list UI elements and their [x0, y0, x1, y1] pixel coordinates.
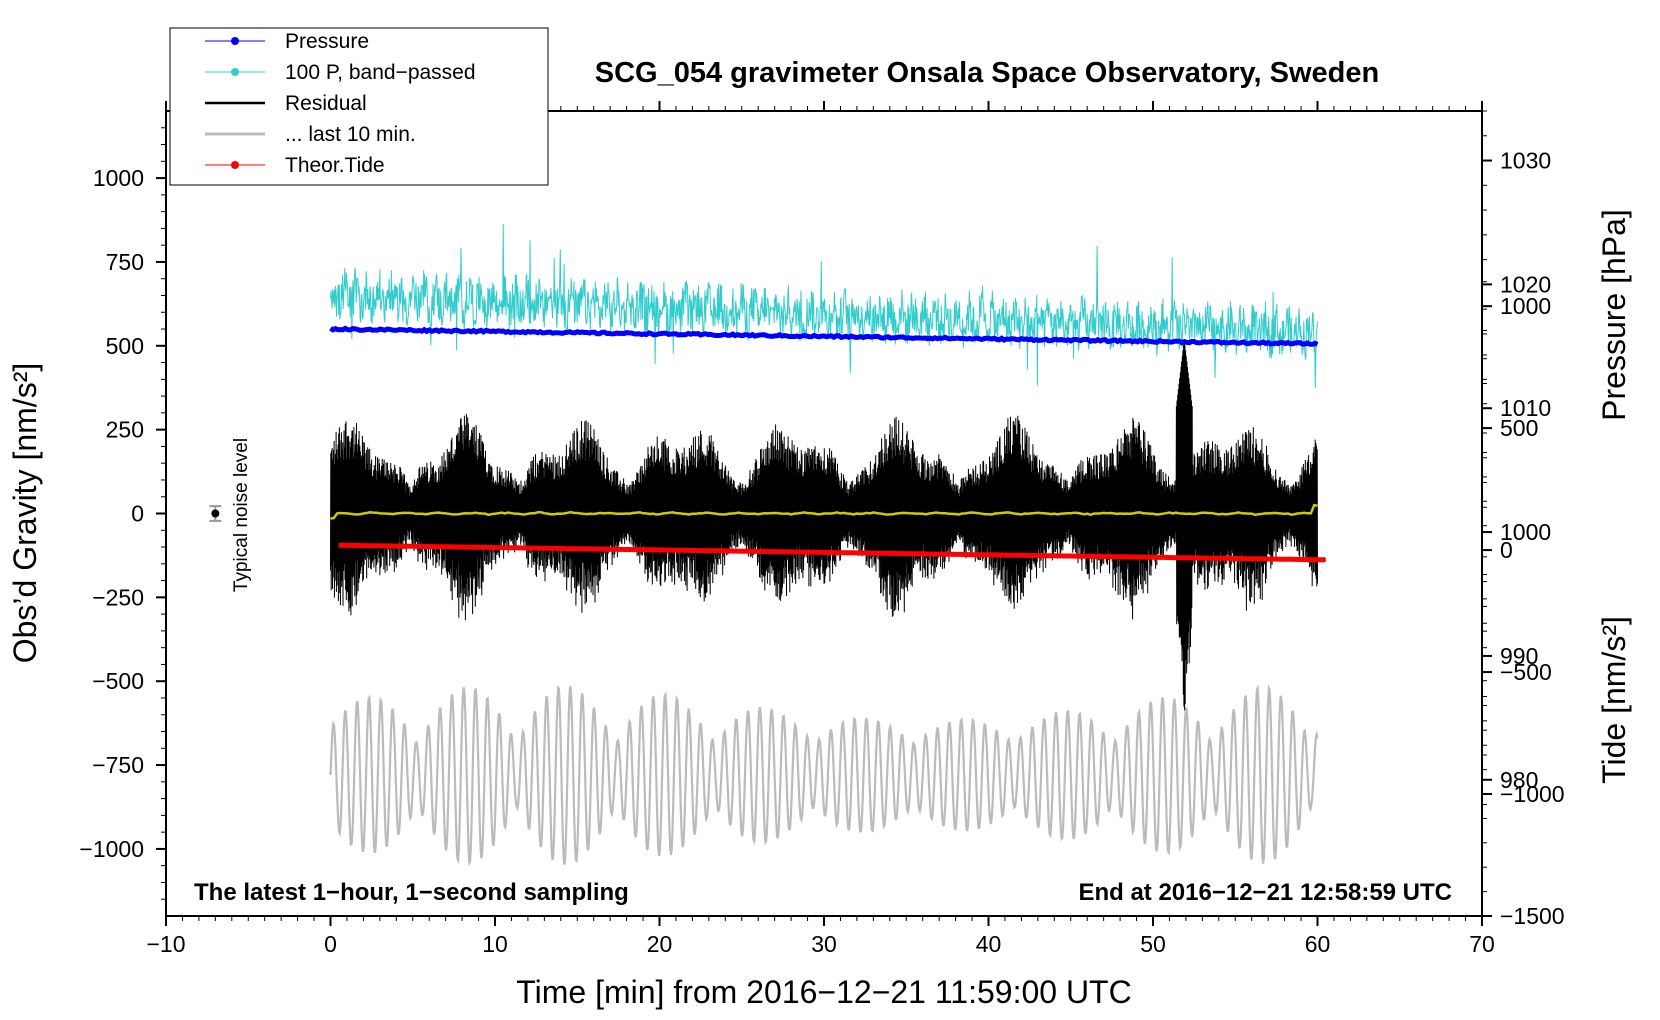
y-left-tick-label: 250 — [106, 417, 144, 443]
legend-swatch-dot — [231, 68, 239, 76]
legend-swatch-dot — [231, 37, 239, 45]
data-layer — [329, 223, 1326, 867]
series-pressure-line — [329, 325, 1319, 347]
series-residual-line — [330, 339, 1318, 711]
tide-tick-label: 500 — [1500, 415, 1538, 441]
y-left-tick-label: 750 — [106, 249, 144, 275]
noise-level-indicator: Typical noise level — [209, 438, 252, 592]
legend-entry: Residual — [205, 92, 367, 115]
tide-tick-label: 0 — [1500, 537, 1513, 563]
legend-label: Theor.Tide — [285, 154, 385, 177]
legend-swatch-dot — [231, 161, 239, 169]
series-last-10-min-line — [329, 684, 1319, 867]
series-band-passed-pressure-line — [330, 223, 1318, 389]
x-tick-label: 50 — [1140, 931, 1166, 957]
x-tick-label: 40 — [976, 931, 1002, 957]
y-left-tick-label: −250 — [92, 584, 144, 610]
y-left-tick-label: 0 — [131, 501, 144, 527]
legend-entry: 100 P, band−passed — [205, 61, 476, 84]
noise-level-point — [211, 509, 220, 518]
tide-tick-label: −500 — [1500, 659, 1552, 685]
y-left-tick-label: 1000 — [93, 165, 144, 191]
pressure-tick-label: 990 — [1500, 643, 1538, 669]
y-left-tick-label: 500 — [106, 333, 144, 359]
legend-entry: Pressure — [205, 30, 369, 53]
series-theoretical-tide-line — [338, 542, 1326, 563]
legend-label: Pressure — [285, 30, 369, 53]
pressure-tick-label: 1000 — [1500, 519, 1551, 545]
chart-title: SCG_054 gravimeter Onsala Space Observat… — [595, 57, 1379, 89]
x-axis-label: Time [min] from 2016−12−21 11:59:00 UTC — [516, 974, 1131, 1010]
x-tick-label: −10 — [146, 931, 185, 957]
tide-tick-label: 1000 — [1500, 293, 1551, 319]
x-tick-label: 0 — [324, 931, 337, 957]
pressure-tick-label: 1010 — [1500, 395, 1551, 421]
legend-label: ... last 10 min. — [285, 123, 416, 146]
legend-box — [169, 27, 549, 186]
tide-tick-label: −1000 — [1500, 781, 1565, 807]
axes-layer: −10 0 10 20 30 40 50 60 7010007505002500−250−500… — [79, 101, 1565, 957]
legend-entry: Theor.Tide — [205, 154, 385, 177]
annotation-sampling: The latest 1−hour, 1−second sampling — [194, 879, 629, 906]
pressure-tick-label: 1030 — [1500, 148, 1551, 174]
legend-label: Residual — [285, 92, 367, 115]
x-tick-label: 10 — [482, 931, 508, 957]
y-left-tick-label: −1000 — [79, 836, 144, 862]
y-left-tick-label: −500 — [92, 668, 144, 694]
pressure-tick-label: 1020 — [1500, 271, 1551, 297]
x-tick-label: 70 — [1469, 931, 1495, 957]
y-axis-label-gravity: Obs’d Gravity [nm/s²] — [7, 363, 43, 664]
y-axis-label-tide: Tide [nm/s²] — [1596, 616, 1632, 784]
tide-tick-label: −1500 — [1500, 903, 1565, 929]
x-tick-label: 30 — [811, 931, 837, 957]
pressure-tick-label: 980 — [1500, 767, 1538, 793]
y-left-tick-label: −750 — [92, 752, 144, 778]
y-axis-label-pressure: Pressure [hPa] — [1596, 209, 1632, 421]
legend: Pressure 100 P, band−passed Residual ... la… — [169, 27, 549, 186]
annotation-end-time: End at 2016−12−21 12:58:59 UTC — [1078, 879, 1452, 906]
legend-label: 100 P, band−passed — [285, 61, 476, 84]
x-tick-label: 20 — [647, 931, 673, 957]
x-tick-label: 60 — [1305, 931, 1331, 957]
legend-entry: ... last 10 min. — [205, 123, 416, 146]
noise-level-label: Typical noise level — [231, 438, 252, 592]
series-mean-line — [330, 503, 1318, 520]
